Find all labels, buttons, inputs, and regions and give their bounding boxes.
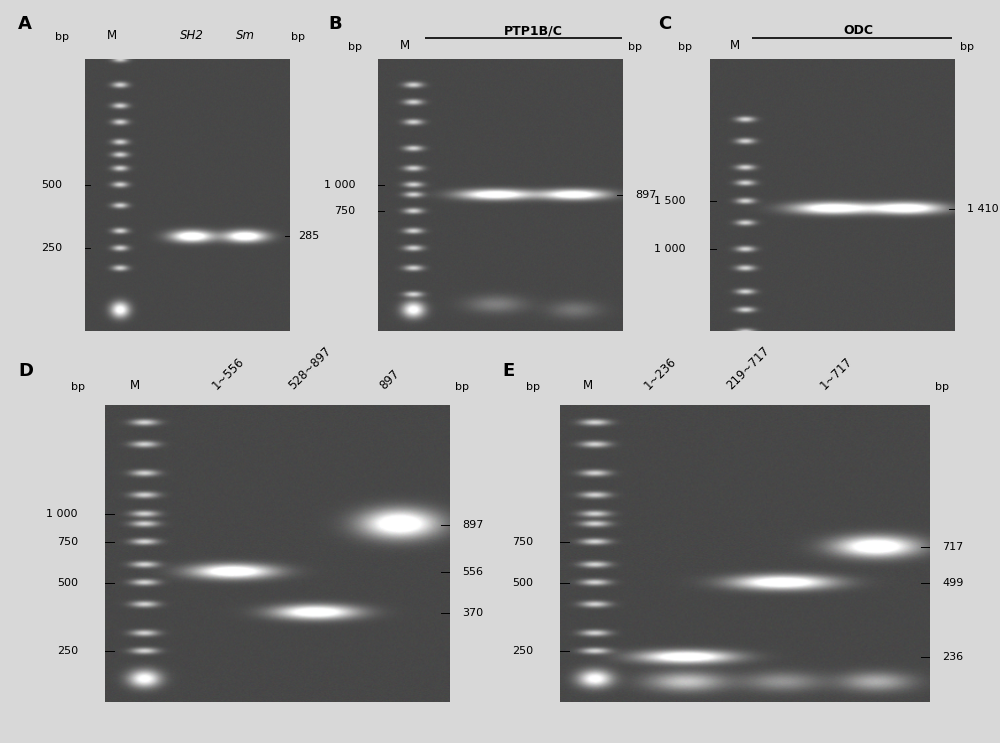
Text: 750: 750 [334,206,355,216]
Text: 250: 250 [512,646,533,657]
Text: 750: 750 [57,537,78,548]
Text: 717: 717 [942,542,963,552]
Text: 1~556: 1~556 [209,355,247,392]
Text: bp: bp [55,32,69,42]
Text: PTP1B/C: PTP1B/C [504,25,562,37]
Text: 500: 500 [57,578,78,588]
Text: bp: bp [291,32,305,42]
Text: D: D [18,363,33,380]
Text: bp: bp [960,42,974,52]
Text: 897: 897 [462,519,483,530]
Text: 1 500: 1 500 [654,196,685,207]
Text: bp: bp [71,383,85,392]
Text: 556: 556 [462,567,483,577]
Text: Sm: Sm [236,29,254,42]
Text: M: M [583,380,593,392]
Text: bp: bp [678,42,692,52]
Text: bp: bp [348,42,362,52]
Text: 528~897: 528~897 [286,345,334,392]
Text: 370: 370 [462,608,483,617]
Text: 285: 285 [298,231,319,241]
Text: M: M [400,39,410,52]
Text: 500: 500 [41,180,62,190]
Text: C: C [658,16,671,33]
Text: 897: 897 [377,367,403,392]
Text: 500: 500 [512,578,533,588]
Text: M: M [107,29,117,42]
Text: 1 000: 1 000 [324,180,355,190]
Text: bp: bp [526,383,540,392]
Text: bp: bp [628,42,642,52]
Text: bp: bp [935,383,949,392]
Text: 1 000: 1 000 [654,244,685,254]
Text: A: A [18,16,32,33]
Text: 250: 250 [41,243,62,253]
Text: M: M [130,380,140,392]
Text: SH2: SH2 [180,29,204,42]
Text: E: E [502,363,514,380]
Text: ODC: ODC [843,25,873,37]
Text: M: M [730,39,740,52]
Text: 750: 750 [512,537,533,548]
Text: 250: 250 [57,646,78,657]
Text: bp: bp [455,383,469,392]
Text: B: B [328,16,342,33]
Text: 499: 499 [942,578,963,588]
Text: 1~236: 1~236 [641,355,679,392]
Text: 1~717: 1~717 [817,355,855,392]
Text: 236: 236 [942,652,963,662]
Text: 1 410: 1 410 [967,204,999,213]
Text: 219~717: 219~717 [724,344,772,392]
Text: 897: 897 [635,189,656,200]
Text: 1 000: 1 000 [46,509,78,519]
